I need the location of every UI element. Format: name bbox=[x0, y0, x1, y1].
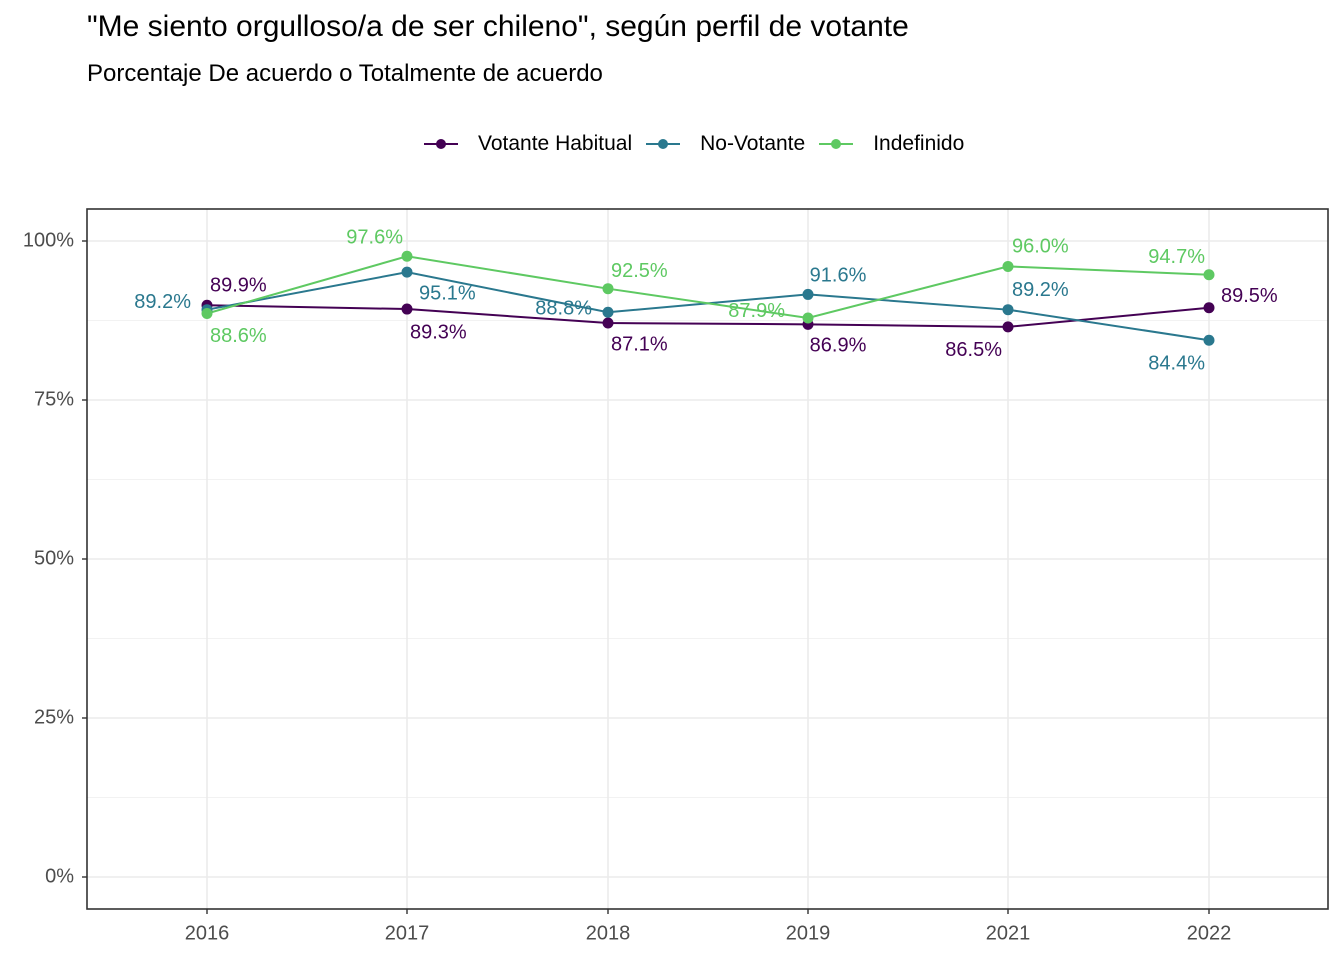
legend-label-no-votante: No-Votante bbox=[700, 132, 806, 155]
legend-key-indefinido bbox=[817, 128, 855, 160]
data-point bbox=[1002, 260, 1014, 272]
data-point bbox=[802, 312, 814, 324]
x-tick-label: 2021 bbox=[986, 922, 1031, 944]
data-label: 86.9% bbox=[810, 335, 867, 357]
x-tick-label: 2019 bbox=[786, 922, 831, 944]
legend-label-indefinido: Indefinido bbox=[873, 132, 965, 155]
data-label: 89.2% bbox=[1012, 279, 1069, 301]
x-tick-label: 2018 bbox=[586, 922, 631, 944]
data-label: 89.3% bbox=[410, 321, 467, 343]
series-line-votante-habitual bbox=[206, 304, 1210, 328]
data-label: 96.0% bbox=[1012, 236, 1069, 258]
chart-subtitle: Porcentaje De acuerdo o Totalmente de ac… bbox=[87, 60, 603, 87]
data-point bbox=[602, 306, 614, 318]
legend-label-votante-habitual: Votante Habitual bbox=[478, 132, 633, 155]
legend-key-no-votante bbox=[644, 128, 682, 160]
data-label: 89.2% bbox=[134, 291, 191, 313]
y-tick-label: 75% bbox=[34, 388, 74, 410]
y-tick-label: 0% bbox=[45, 865, 74, 887]
data-label: 94.7% bbox=[1148, 246, 1205, 268]
data-label: 86.5% bbox=[945, 339, 1002, 361]
x-tick-label: 2017 bbox=[385, 922, 430, 944]
legend-key-votante-habitual bbox=[422, 128, 460, 160]
data-label: 91.6% bbox=[810, 265, 867, 287]
data-label: 97.6% bbox=[346, 227, 403, 249]
data-point bbox=[1002, 304, 1014, 316]
x-tick-label: 2016 bbox=[185, 922, 230, 944]
data-point bbox=[201, 308, 213, 320]
data-point bbox=[602, 317, 614, 329]
legend-item-indefinido: Indefinido bbox=[817, 128, 964, 160]
data-point bbox=[1203, 334, 1215, 346]
legend: Votante Habitual No-Votante Indefinido bbox=[422, 128, 976, 160]
x-tick-label: 2022 bbox=[1187, 922, 1232, 944]
data-label: 88.8% bbox=[535, 298, 592, 320]
data-point bbox=[401, 250, 413, 262]
data-point bbox=[1203, 302, 1215, 314]
y-tick-label: 25% bbox=[34, 706, 74, 728]
data-point bbox=[1203, 269, 1215, 281]
data-point bbox=[1002, 321, 1014, 333]
data-label: 89.9% bbox=[210, 275, 267, 297]
legend-item-no-votante: No-Votante bbox=[644, 128, 805, 160]
data-label: 84.4% bbox=[1148, 352, 1205, 374]
y-tick-label: 100% bbox=[23, 229, 74, 251]
data-point bbox=[802, 288, 814, 300]
legend-item-votante-habitual: Votante Habitual bbox=[422, 128, 632, 160]
data-label: 89.5% bbox=[1221, 285, 1278, 307]
data-point bbox=[602, 283, 614, 295]
data-point bbox=[401, 266, 413, 278]
data-point bbox=[401, 303, 413, 315]
data-label: 95.1% bbox=[419, 282, 476, 304]
data-label: 87.9% bbox=[728, 300, 785, 322]
data-label: 87.1% bbox=[611, 333, 668, 355]
data-label: 88.6% bbox=[210, 325, 267, 347]
data-label: 92.5% bbox=[611, 260, 668, 282]
series-line-indefinido bbox=[206, 255, 1210, 319]
y-tick-label: 50% bbox=[34, 547, 74, 569]
chart-title: "Me siento orgulloso/a de ser chileno", … bbox=[87, 10, 909, 43]
